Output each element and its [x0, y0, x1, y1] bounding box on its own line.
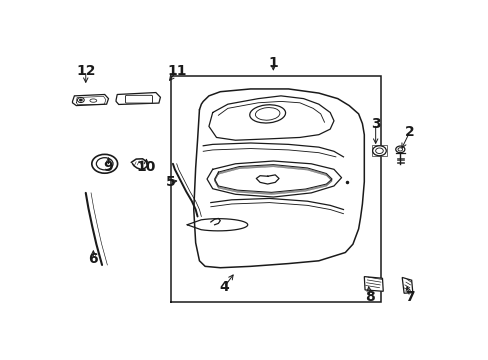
Ellipse shape	[90, 99, 97, 102]
Text: 4: 4	[219, 280, 228, 294]
FancyBboxPatch shape	[125, 95, 152, 103]
FancyBboxPatch shape	[371, 145, 386, 156]
Text: 1: 1	[268, 55, 278, 69]
Circle shape	[79, 99, 82, 101]
Text: 6: 6	[88, 252, 98, 266]
Polygon shape	[72, 94, 108, 105]
Polygon shape	[116, 93, 160, 104]
Circle shape	[372, 146, 386, 156]
Text: 9: 9	[103, 159, 113, 174]
Polygon shape	[401, 278, 412, 293]
Circle shape	[375, 148, 383, 153]
Circle shape	[397, 148, 402, 151]
Text: 5: 5	[166, 175, 176, 189]
Ellipse shape	[249, 105, 285, 123]
Text: 10: 10	[137, 159, 156, 174]
Polygon shape	[364, 276, 383, 291]
Text: 8: 8	[365, 290, 374, 304]
Circle shape	[77, 98, 84, 103]
Text: 2: 2	[404, 125, 414, 139]
Ellipse shape	[92, 154, 117, 173]
Text: 7: 7	[404, 290, 414, 304]
Text: 3: 3	[370, 117, 380, 131]
Text: 11: 11	[166, 64, 186, 78]
Text: 12: 12	[76, 64, 95, 78]
Ellipse shape	[96, 158, 113, 170]
Ellipse shape	[255, 108, 279, 120]
Circle shape	[395, 146, 404, 153]
